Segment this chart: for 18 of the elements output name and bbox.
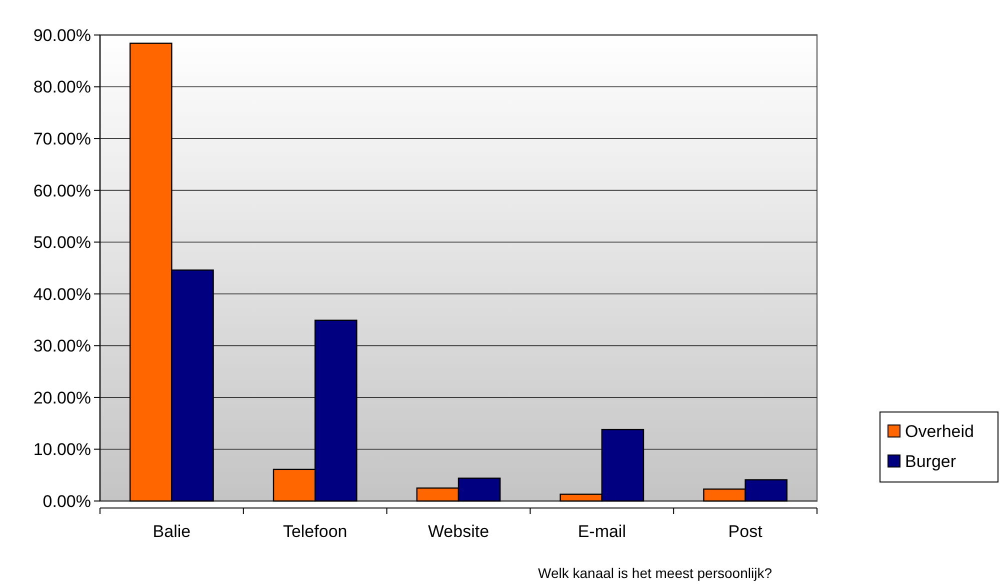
y-tick-label: 10.00% [33, 440, 91, 460]
y-tick-label: 20.00% [33, 388, 91, 408]
x-tick-label: Telefoon [282, 522, 348, 541]
x-tick-label: Website [428, 522, 490, 541]
x-tick-label: Post [728, 522, 763, 541]
y-tick-label: 70.00% [33, 130, 91, 149]
y-tick-label: 40.00% [33, 284, 91, 304]
y-tick-label: 90.00% [33, 26, 91, 45]
legend-label: Burger [905, 452, 956, 471]
y-tick-label: 60.00% [33, 181, 91, 200]
legend-label: Overheid [905, 422, 974, 441]
x-tick-label: E-mail [578, 522, 626, 541]
y-tick-label: 30.00% [33, 336, 91, 356]
x-axis-title: Welk kanaal is het meest persoonlijk? [538, 565, 772, 581]
y-tick-label: 80.00% [33, 78, 91, 97]
y-tick-label: 50.00% [33, 233, 91, 252]
y-tick-label: 0.00% [42, 492, 91, 511]
x-tick-label: Balie [152, 522, 191, 541]
